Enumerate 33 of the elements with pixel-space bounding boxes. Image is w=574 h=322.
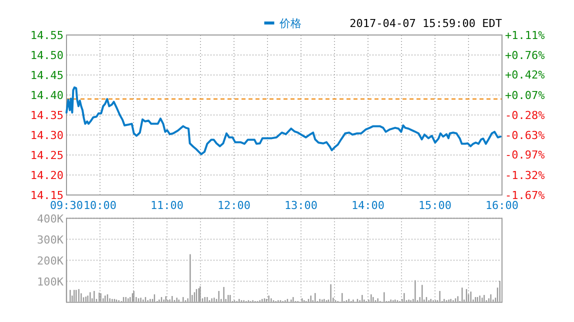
y-tick-label: 400K <box>37 212 64 226</box>
y-tick-label: 14.15 <box>30 189 64 202</box>
x-tick-label: 13:00 <box>284 199 318 212</box>
y-tick-label: 14.20 <box>30 169 64 182</box>
y-tick-label: 300K <box>37 233 64 246</box>
y2-tick-label: -1.32% <box>505 168 546 182</box>
y-tick-label: 200K <box>37 254 64 268</box>
x-tick-label: 12:00 <box>217 199 251 212</box>
y2-tick-label: +1.11% <box>505 29 546 42</box>
y-tick-label: 100K <box>37 275 64 288</box>
y-tick-label: 14.50 <box>30 49 64 62</box>
x-tick-label: 11:00 <box>150 199 184 212</box>
y-tick-label: 14.40 <box>30 89 64 102</box>
y2-tick-label: -0.28% <box>505 109 546 122</box>
y-tick-label: 14.45 <box>30 69 64 82</box>
y2-tick-label: -1.67% <box>505 189 546 202</box>
y2-tick-label: +0.07% <box>505 88 546 102</box>
y2-tick-label: +0.76% <box>505 49 546 62</box>
legend-label: 价格 <box>278 17 302 30</box>
x-tick-label: 14:00 <box>351 199 385 212</box>
x-tick-label: 10:00 <box>83 199 117 212</box>
text: 2017-04-07 15:59:00 EDT <box>350 17 502 30</box>
y-tick-label: 14.25 <box>30 149 64 162</box>
y-tick-label: 14.55 <box>30 29 64 42</box>
y-tick-label: 14.30 <box>30 129 64 142</box>
y-tick-label: 14.35 <box>30 109 64 122</box>
x-tick-label: 09:30 <box>50 199 84 212</box>
y2-tick-label: +0.42% <box>505 68 546 82</box>
y2-tick-label: -0.97% <box>505 148 546 162</box>
x-tick-label: 15:00 <box>418 199 452 212</box>
line-series <box>66 86 502 156</box>
x-tick-label: 16:00 <box>485 199 519 212</box>
y2-tick-label: -0.63% <box>505 129 546 142</box>
